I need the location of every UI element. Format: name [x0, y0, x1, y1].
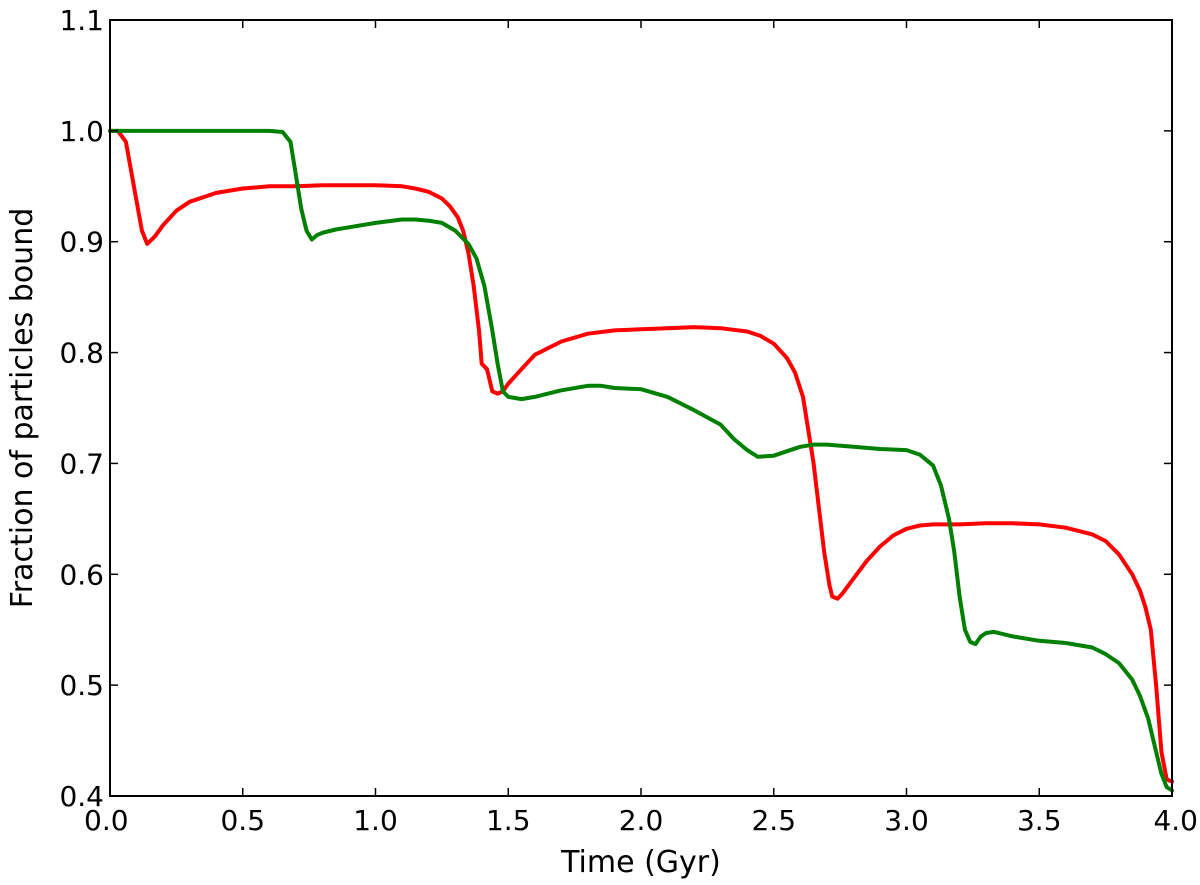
- y-tick-label: 1.1: [59, 4, 104, 37]
- y-tick-label: 0.7: [59, 447, 104, 480]
- y-tick-label: 0.6: [59, 558, 104, 591]
- x-axis-ticks: 0.0 0.5 1.0 1.5 2.0 2.5 3.0 3.5 4.0: [84, 20, 1198, 837]
- series-line-1: [108, 128, 1174, 784]
- series-layer: [108, 128, 1174, 793]
- x-tick-label: 1.5: [486, 804, 531, 837]
- x-tick-label: 3.0: [884, 804, 929, 837]
- y-axis-label: Fraction of particles bound: [5, 208, 40, 609]
- x-tick-label: 0.0: [84, 804, 129, 837]
- x-tick-label: 3.5: [1017, 804, 1062, 837]
- x-tick-label: 2.5: [751, 804, 796, 837]
- x-axis-label: Time (Gyr): [560, 845, 721, 880]
- y-axis-ticks: 0.4 0.5 0.6 0.7 0.8 0.9 1.0 1.1: [59, 4, 1172, 813]
- series-line-2: [108, 128, 1174, 793]
- y-tick-label: 0.8: [59, 337, 104, 370]
- plot-frame: [109, 19, 1173, 797]
- x-tick-label: 4.0: [1153, 804, 1198, 837]
- x-tick-label: 2.0: [619, 804, 664, 837]
- y-tick-label: 1.0: [59, 115, 104, 148]
- y-tick-label: 0.9: [59, 226, 104, 259]
- x-tick-label: 0.5: [220, 804, 265, 837]
- y-tick-label: 0.5: [59, 669, 104, 702]
- y-tick-label: 0.4: [59, 780, 104, 813]
- x-tick-label: 1.0: [353, 804, 398, 837]
